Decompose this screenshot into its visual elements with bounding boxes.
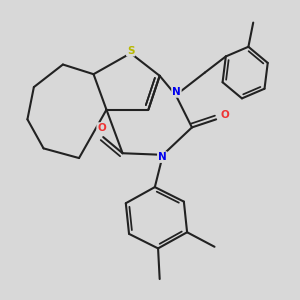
Text: O: O [221, 110, 230, 119]
Text: N: N [158, 152, 167, 162]
Text: N: N [172, 87, 181, 97]
Text: O: O [97, 123, 106, 133]
Text: S: S [127, 46, 134, 56]
